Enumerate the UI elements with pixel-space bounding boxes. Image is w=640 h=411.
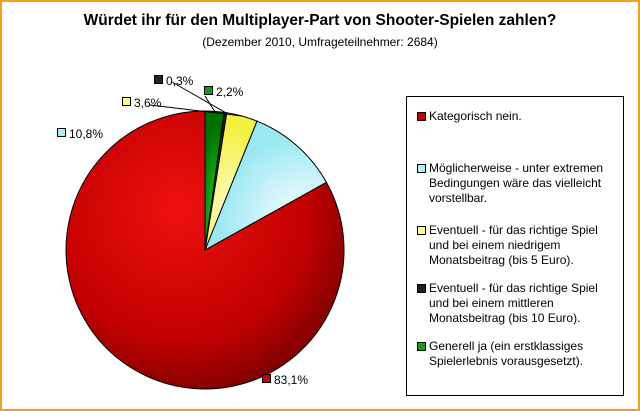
data-label-value: 2,2% <box>216 85 244 99</box>
leader-line <box>149 104 243 117</box>
data-label-swatch <box>154 75 163 84</box>
data-label-eventuell-5-euro: 3,6% <box>122 96 161 110</box>
legend-swatch <box>417 284 426 293</box>
chart-title: Würdet ihr für den Multiplayer-Part von … <box>83 12 557 29</box>
legend-label: Eventuell - für das richtige Spiel und b… <box>429 223 598 267</box>
legend-swatch <box>417 164 426 173</box>
data-label-value: 10,8% <box>69 127 104 141</box>
pie-slice-moeglicherweise <box>204 120 328 252</box>
data-label-kategorisch-nein: 83,1% <box>262 373 308 387</box>
legend: Kategorisch nein. Möglicherweise - unter… <box>406 96 624 396</box>
legend-swatch <box>417 112 426 121</box>
chart-subtitle: (Dezember 2010, Umfrageteilnehmer: 2684) <box>202 35 438 49</box>
legend-swatch <box>417 226 426 235</box>
legend-label: Kategorisch nein. <box>429 109 522 123</box>
data-label-swatch <box>204 86 213 95</box>
data-label-moeglicherweise: 10,8% <box>57 127 103 141</box>
legend-label: Generell ja (ein erstklassiges Spielerle… <box>429 339 584 368</box>
data-label-swatch <box>262 374 271 383</box>
legend-swatch <box>417 342 426 351</box>
legend-label: Möglicherweise - unter extremen Bedingun… <box>429 161 604 205</box>
pie-slice-kategorisch-nein <box>65 110 345 390</box>
data-label-swatch <box>122 97 131 106</box>
legend-label: Eventuell - für das richtige Spiel und b… <box>429 281 598 325</box>
data-label-eventuell-10-euro: 0,3% <box>154 74 193 88</box>
leader-line <box>171 81 226 113</box>
data-label-value: 83,1% <box>274 373 309 387</box>
data-label-generell-ja: 2,2% <box>204 85 243 99</box>
data-label-value: 0,3% <box>166 74 194 88</box>
data-label-value: 3,6% <box>134 96 162 110</box>
leader-line <box>204 95 216 112</box>
data-label-swatch <box>57 128 66 137</box>
